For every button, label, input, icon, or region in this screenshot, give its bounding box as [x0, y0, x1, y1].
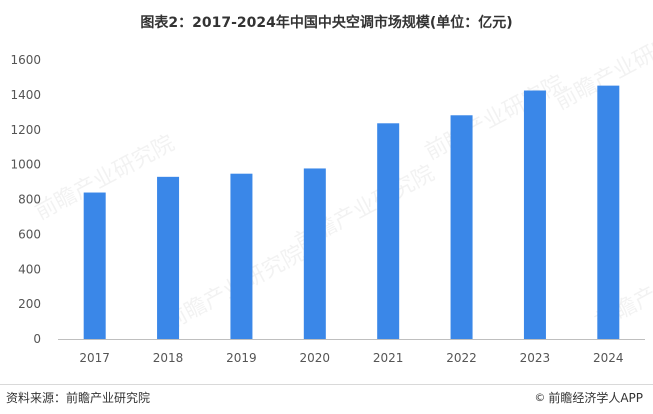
y-tick-label: 1600 [10, 53, 41, 67]
brand-credit: © 前瞻经济学人APP [534, 389, 643, 406]
x-tick-label: 2024 [593, 351, 624, 365]
brand-label: 前瞻经济学人APP [548, 391, 643, 405]
y-tick-label: 1200 [10, 123, 41, 137]
y-tick-label: 400 [18, 262, 41, 276]
y-axis: 0 200 400 600 800 1000 1200 1400 1600 [10, 53, 41, 346]
copyright-icon: © [534, 391, 546, 404]
bars [83, 85, 620, 340]
source-note: 资料来源：前瞻产业研究院 [6, 391, 151, 405]
y-tick-label: 600 [18, 227, 41, 241]
watermark-text: 前瞻产业研究院 [421, 71, 569, 165]
watermark-layer: 前瞻产业研究院前瞻产业研究院前瞻产业研究院前瞻产业研究院前瞻产业研究院前瞻产业研… [31, 21, 653, 335]
x-tick-label: 2020 [300, 351, 331, 365]
bar-chart: 前瞻产业研究院前瞻产业研究院前瞻产业研究院前瞻产业研究院前瞻产业研究院前瞻产业研… [10, 21, 653, 365]
x-tick-label: 2021 [373, 351, 404, 365]
x-axis: 2017 2018 2019 2020 2021 2022 2023 2024 [58, 339, 645, 365]
y-tick-label: 0 [33, 332, 41, 346]
y-tick-label: 200 [18, 297, 41, 311]
x-tick-label: 2017 [79, 351, 110, 365]
chart-title: 图表2：2017-2024年中国中央空调市场规模(单位：亿元) [140, 15, 513, 31]
bar-2018 [157, 176, 180, 339]
bar-2021 [377, 123, 400, 339]
y-tick-label: 1000 [10, 158, 41, 172]
x-tick-label: 2019 [226, 351, 257, 365]
y-tick-label: 1400 [10, 88, 41, 102]
bar-2017 [83, 192, 106, 339]
bar-2020 [303, 168, 326, 339]
bar-2022 [450, 115, 473, 339]
x-tick-label: 2023 [520, 351, 551, 365]
x-tick-label: 2018 [153, 351, 184, 365]
y-tick-label: 800 [18, 193, 41, 207]
bar-2024 [597, 85, 620, 340]
x-tick-label: 2022 [446, 351, 477, 365]
bar-2019 [230, 173, 253, 339]
footer-divider [0, 384, 653, 385]
bar-2023 [523, 90, 546, 339]
